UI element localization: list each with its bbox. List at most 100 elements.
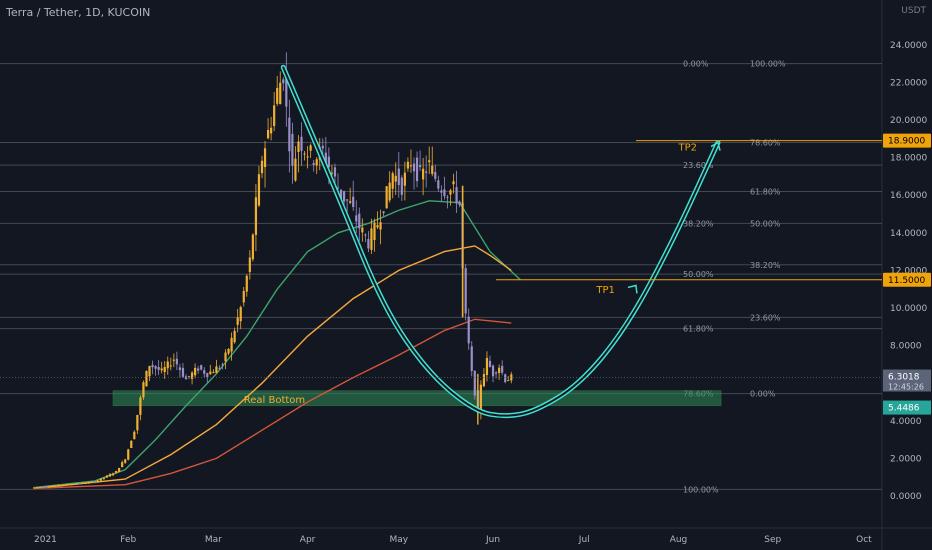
candle-body bbox=[327, 156, 330, 168]
candle-body bbox=[263, 148, 267, 168]
candle-body bbox=[501, 365, 504, 373]
y-tick-label: 24.0000 bbox=[890, 41, 927, 51]
candle-body bbox=[206, 373, 209, 378]
candle-body bbox=[494, 372, 498, 374]
tp2-arrow-icon bbox=[710, 141, 721, 151]
candle-body bbox=[367, 239, 370, 249]
candle-body bbox=[245, 275, 248, 292]
candle-body bbox=[105, 475, 109, 478]
candle-body bbox=[212, 372, 215, 374]
candle-body bbox=[276, 87, 279, 104]
candle-body bbox=[66, 484, 69, 486]
y-tick-label: 8.0000 bbox=[890, 342, 922, 352]
candle-body bbox=[178, 367, 182, 371]
y-tick-label: 0.0000 bbox=[890, 492, 922, 502]
candle-body bbox=[251, 234, 254, 260]
real-bottom-zone bbox=[112, 390, 722, 407]
x-tick-label: Sep bbox=[764, 535, 781, 545]
candle-body bbox=[382, 211, 385, 214]
candle-body bbox=[54, 485, 57, 487]
candle-body bbox=[266, 130, 270, 139]
candle-body bbox=[428, 160, 431, 163]
candle-body bbox=[69, 484, 72, 486]
candle-body bbox=[224, 352, 227, 362]
candle-body bbox=[370, 228, 373, 250]
candle-body bbox=[75, 483, 78, 485]
candle-body bbox=[379, 222, 382, 230]
y-tick-label: 16.0000 bbox=[890, 191, 927, 201]
candle-body bbox=[221, 364, 224, 366]
real-bottom-label: Real Bottom bbox=[244, 395, 305, 406]
unit-label: USDT bbox=[901, 6, 926, 16]
candle-body bbox=[279, 82, 282, 105]
candle-body bbox=[330, 172, 334, 174]
candle-body bbox=[294, 158, 297, 181]
fib-label-right: 50.00% bbox=[750, 219, 781, 228]
candle-body bbox=[425, 171, 428, 173]
candle-body bbox=[418, 165, 422, 168]
candle-body bbox=[181, 367, 185, 377]
y-tick-label: 12.0000 bbox=[890, 266, 927, 276]
candle-body bbox=[473, 370, 476, 396]
candle-body bbox=[78, 483, 81, 485]
candle-body bbox=[300, 136, 303, 152]
candle-body bbox=[412, 163, 416, 172]
candle-body bbox=[376, 225, 379, 228]
candle-body bbox=[397, 168, 400, 186]
projection-curve-inner bbox=[282, 66, 719, 417]
candle-body bbox=[346, 199, 349, 201]
fib-label-right: 100.00% bbox=[750, 60, 786, 69]
candle-body bbox=[491, 365, 495, 377]
candle-body bbox=[121, 462, 124, 468]
candle-body bbox=[96, 480, 99, 483]
candle-body bbox=[312, 162, 315, 165]
candle-body bbox=[72, 484, 75, 486]
candle-body bbox=[209, 371, 212, 375]
candle-body bbox=[488, 360, 492, 367]
candle-body bbox=[498, 367, 501, 373]
candle-body bbox=[452, 181, 455, 185]
fib-label-right: 23.60% bbox=[750, 313, 781, 322]
candle-body bbox=[133, 431, 136, 440]
candle-body bbox=[507, 380, 510, 382]
candle-body bbox=[148, 365, 151, 377]
tp1-price-tag: 11.5000 bbox=[888, 276, 925, 286]
fib-label-left: 50.00% bbox=[683, 270, 714, 279]
candle-body bbox=[154, 366, 157, 369]
candle-body bbox=[349, 201, 352, 203]
candle-body bbox=[63, 484, 66, 486]
candle-body bbox=[373, 222, 376, 241]
chart-title: Terra / Tether, 1D, KUCOIN bbox=[6, 6, 151, 19]
tp2-price-tag: 18.9000 bbox=[888, 137, 925, 147]
candle-body bbox=[355, 215, 358, 222]
candle-body bbox=[203, 370, 206, 374]
candle-body bbox=[35, 487, 39, 489]
candle-body bbox=[446, 196, 449, 198]
candle-body bbox=[431, 165, 434, 175]
candle-body bbox=[303, 153, 306, 155]
x-tick-label: Oct bbox=[856, 535, 872, 545]
candle-body bbox=[254, 197, 258, 235]
candle-body bbox=[315, 159, 318, 166]
x-tick-label: Jul bbox=[578, 535, 590, 545]
y-tick-label: 10.0000 bbox=[890, 304, 927, 314]
candle-body bbox=[297, 141, 300, 152]
candle-body bbox=[102, 477, 106, 479]
candle-body bbox=[288, 117, 291, 152]
candle-body bbox=[482, 374, 486, 387]
candle-body bbox=[248, 257, 251, 273]
candle-body bbox=[190, 372, 194, 379]
candle-body bbox=[87, 482, 90, 484]
y-tick-label: 2.0000 bbox=[890, 454, 922, 464]
candle-body bbox=[233, 330, 236, 343]
candle-body bbox=[38, 487, 42, 489]
tp2-price-tag-bg bbox=[883, 133, 931, 148]
candle-body bbox=[130, 440, 133, 449]
candle-body bbox=[510, 374, 513, 381]
candle-body bbox=[443, 189, 446, 197]
candle-body bbox=[163, 367, 166, 372]
candle-body bbox=[57, 484, 60, 486]
candle-body bbox=[352, 196, 355, 208]
candle-body bbox=[464, 268, 467, 314]
